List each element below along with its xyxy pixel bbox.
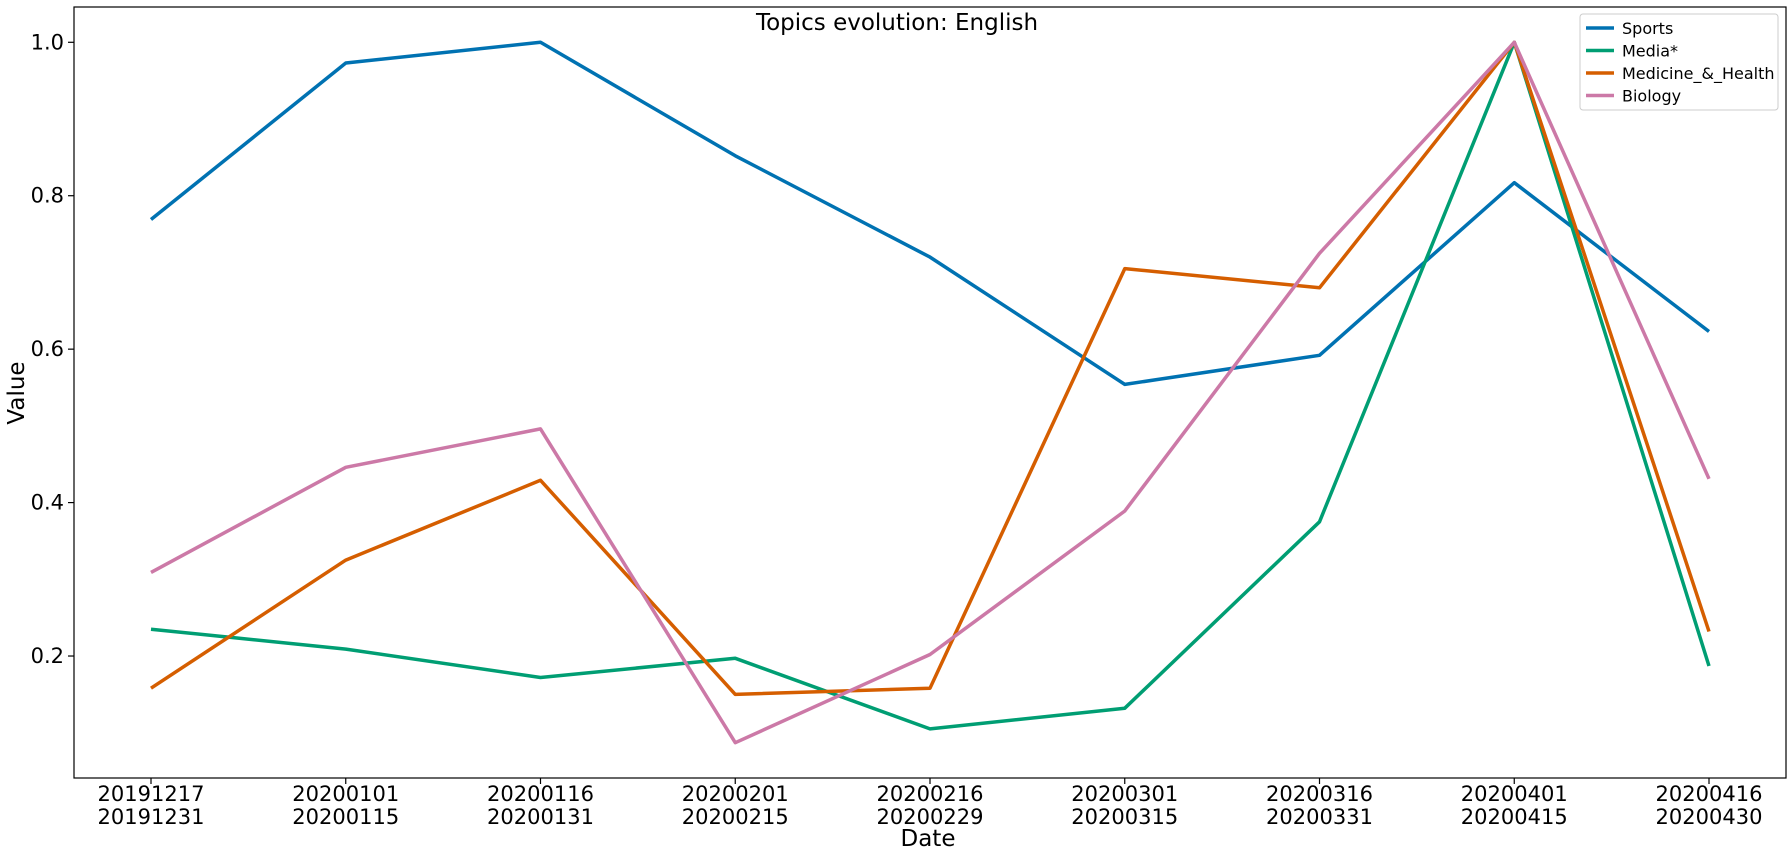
x-tick-label: 20200416 20200430 bbox=[1656, 782, 1763, 829]
legend: Sports Media* Medicine_&_Health Biology bbox=[1579, 13, 1779, 111]
x-tick-label: 20191217 20191231 bbox=[98, 782, 205, 829]
y-axis: 0.2 0.4 0.6 0.8 1.0 bbox=[31, 30, 74, 668]
x-tick-label: 20200101 20200115 bbox=[292, 782, 399, 829]
y-tick-label: 0.8 bbox=[31, 184, 64, 208]
x-tick-label-line: 20191217 bbox=[98, 782, 205, 806]
legend-box bbox=[1579, 13, 1779, 111]
x-tick-label: 20200116 20200131 bbox=[487, 782, 594, 829]
x-tick-label-line: 20200301 bbox=[1071, 782, 1178, 806]
x-tick-label-line: 20200416 bbox=[1656, 782, 1763, 806]
x-tick-label-line: 20200215 bbox=[682, 805, 789, 829]
x-tick-label-line: 20200401 bbox=[1461, 782, 1568, 806]
x-tick-label: 20200401 20200415 bbox=[1461, 782, 1568, 829]
x-tick-label-line: 20191231 bbox=[98, 805, 205, 829]
y-tick-label: 1.0 bbox=[31, 30, 64, 54]
x-tick-label-line: 20200216 bbox=[877, 782, 984, 806]
series-line-media bbox=[150, 40, 1711, 731]
x-tick-label-line: 20200116 bbox=[487, 782, 594, 806]
series-layer bbox=[149, 40, 1711, 745]
x-tick-label-line: 20200101 bbox=[292, 782, 399, 806]
y-tick-label: 0.2 bbox=[31, 644, 64, 668]
series-line-medicine-health bbox=[150, 40, 1711, 697]
legend-label: Sports bbox=[1622, 19, 1673, 38]
x-axis: 20191217 20191231 20200101 20200115 20200116… bbox=[98, 778, 1763, 829]
x-tick-label-line: 20200315 bbox=[1071, 805, 1178, 829]
series-line-biology bbox=[150, 40, 1711, 745]
x-tick-label: 20200301 20200315 bbox=[1071, 782, 1178, 829]
plot-area bbox=[73, 6, 1787, 779]
x-tick-label-line: 20200430 bbox=[1656, 805, 1763, 829]
x-tick-label-line: 20200316 bbox=[1266, 782, 1373, 806]
x-axis-title: Date bbox=[901, 826, 956, 852]
x-tick-label-line: 20200131 bbox=[487, 805, 594, 829]
legend-label: Media* bbox=[1622, 42, 1678, 61]
x-tick-label-line: 20200415 bbox=[1461, 805, 1568, 829]
x-tick-label: 20200316 20200331 bbox=[1266, 782, 1373, 829]
chart-title: Topics evolution: English bbox=[755, 10, 1038, 36]
y-tick-label: 0.6 bbox=[31, 337, 64, 361]
y-tick-label: 0.4 bbox=[31, 491, 64, 515]
y-axis-title: Value bbox=[4, 361, 30, 424]
x-tick-label-line: 20200201 bbox=[682, 782, 789, 806]
legend-label: Medicine_&_Health bbox=[1622, 64, 1775, 84]
x-tick-label: 20200216 20200229 bbox=[877, 782, 984, 829]
x-tick-label-line: 20200115 bbox=[292, 805, 399, 829]
x-tick-label: 20200201 20200215 bbox=[682, 782, 789, 829]
legend-label: Biology bbox=[1622, 87, 1681, 106]
series-line-sports bbox=[149, 40, 1711, 387]
x-tick-label-line: 20200229 bbox=[877, 805, 984, 829]
x-tick-label-line: 20200331 bbox=[1266, 805, 1373, 829]
